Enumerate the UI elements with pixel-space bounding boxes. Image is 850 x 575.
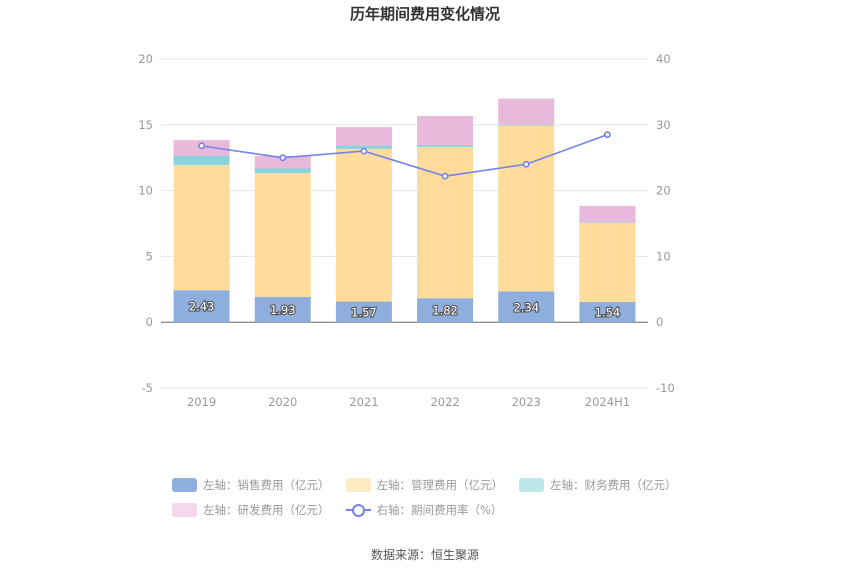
bar-segment-2[interactable] [335, 145, 392, 149]
data-source: 数据来源：恒生聚源 [370, 548, 479, 562]
bar-segment-0[interactable] [173, 290, 230, 323]
right-tick-label: 30 [656, 118, 671, 132]
right-tick-label: 0 [656, 315, 663, 329]
bar-segment-2[interactable] [498, 124, 555, 126]
right-tick-label: 20 [656, 184, 671, 198]
left-tick-label: 5 [146, 249, 153, 263]
bar-value-label: 1.93 [270, 303, 296, 317]
legend-item-finance[interactable]: 左轴：财务费用（亿元） [519, 477, 677, 493]
bar-value-label: 1.82 [432, 304, 458, 318]
legend-swatch-admin [345, 477, 371, 492]
bar-segment-2[interactable] [254, 168, 311, 174]
bar-segment-2[interactable] [579, 222, 636, 223]
legend-label-rate: 右轴：期间费用率（%） [376, 502, 503, 517]
rate-point[interactable] [522, 160, 530, 168]
left-tick-label: 15 [138, 118, 153, 132]
rate-point[interactable] [279, 154, 287, 162]
x-axis-ticks: 2019 2020 2021 2022 2023 2024H1 [187, 395, 630, 409]
bar-segment-1[interactable] [417, 146, 474, 299]
rate-point[interactable] [360, 147, 368, 155]
bar-segment-3[interactable] [335, 127, 392, 146]
legend-item-rnd[interactable]: 左轴：研发费用（亿元） [172, 502, 330, 518]
legend: 左轴：销售费用（亿元） 左轴：管理费用（亿元） 左轴：财务费用（亿元） 左轴：研… [172, 472, 692, 522]
rate-polyline [201, 133, 608, 177]
legend-swatch-rnd [172, 502, 197, 517]
legend-item-rate[interactable]: 右轴：期间费用率（%） [345, 502, 503, 518]
rate-line [198, 131, 611, 180]
left-tick-label: 20 [138, 52, 153, 66]
legend-line-icon [345, 503, 371, 517]
bar-value-label: 2.34 [513, 300, 539, 314]
bar-value-label: 1.54 [595, 306, 621, 320]
legend-label-admin: 左轴：管理费用（亿元） [376, 477, 504, 492]
legend-swatch-sales [172, 477, 197, 492]
bar-segment-0[interactable] [579, 301, 636, 323]
legend-swatch-finance [519, 477, 544, 492]
bar-segment-0[interactable] [254, 296, 311, 323]
bar-segment-1[interactable] [173, 165, 230, 291]
bar-segment-3[interactable] [579, 205, 636, 223]
legend-item-sales[interactable]: 左轴：销售费用（亿元） [172, 477, 330, 493]
legend-item-admin[interactable]: 左轴：管理费用（亿元） [345, 477, 504, 493]
left-tick-label: -5 [142, 381, 153, 395]
bar-segment-3[interactable] [498, 98, 555, 125]
rate-point[interactable] [441, 172, 449, 180]
bar-segment-2[interactable] [417, 144, 474, 147]
right-tick-label: 40 [656, 52, 671, 66]
x-tick-label: 2022 [430, 395, 459, 409]
bar-segment-2[interactable] [173, 155, 230, 166]
rate-point[interactable] [604, 131, 611, 139]
x-tick-label: 2024H1 [585, 395, 630, 409]
bar-segment-3[interactable] [417, 115, 474, 145]
grid [161, 58, 648, 389]
bar-segment-0[interactable] [498, 291, 555, 323]
right-axis-ticks: -10 0 10 20 30 40 [656, 52, 675, 395]
bar-value-label: 1.57 [351, 305, 377, 319]
rate-point[interactable] [198, 142, 205, 150]
right-tick-label: -10 [656, 381, 675, 395]
bars [173, 98, 636, 323]
bar-segment-1[interactable] [335, 148, 392, 302]
bar-labels: 2.43 1.93 1.57 1.82 2.34 1.54 [188, 299, 622, 321]
legend-label-sales: 左轴：销售费用（亿元） [203, 477, 330, 492]
left-axis-ticks: -5 0 5 10 15 20 [138, 52, 153, 395]
bar-segment-0[interactable] [417, 298, 474, 323]
left-tick-label: 10 [138, 184, 153, 198]
chart-title: 历年期间费用变化情况 [350, 5, 500, 23]
x-tick-label: 2023 [512, 395, 541, 409]
bar-segment-3[interactable] [254, 155, 311, 169]
bar-value-label: 2.43 [189, 300, 215, 314]
legend-label-finance: 左轴：财务费用（亿元） [550, 477, 677, 492]
bar-segment-0[interactable] [335, 301, 392, 323]
legend-label-rnd: 左轴：研发费用（亿元） [203, 502, 330, 517]
bar-segment-1[interactable] [579, 222, 636, 302]
x-tick-label: 2019 [187, 395, 216, 409]
bar-segment-1[interactable] [498, 125, 555, 292]
bar-segment-1[interactable] [254, 173, 311, 297]
right-tick-label: 10 [656, 249, 671, 263]
left-tick-label: 0 [146, 315, 153, 329]
x-tick-label: 2021 [349, 395, 378, 409]
x-tick-label: 2020 [268, 395, 297, 409]
